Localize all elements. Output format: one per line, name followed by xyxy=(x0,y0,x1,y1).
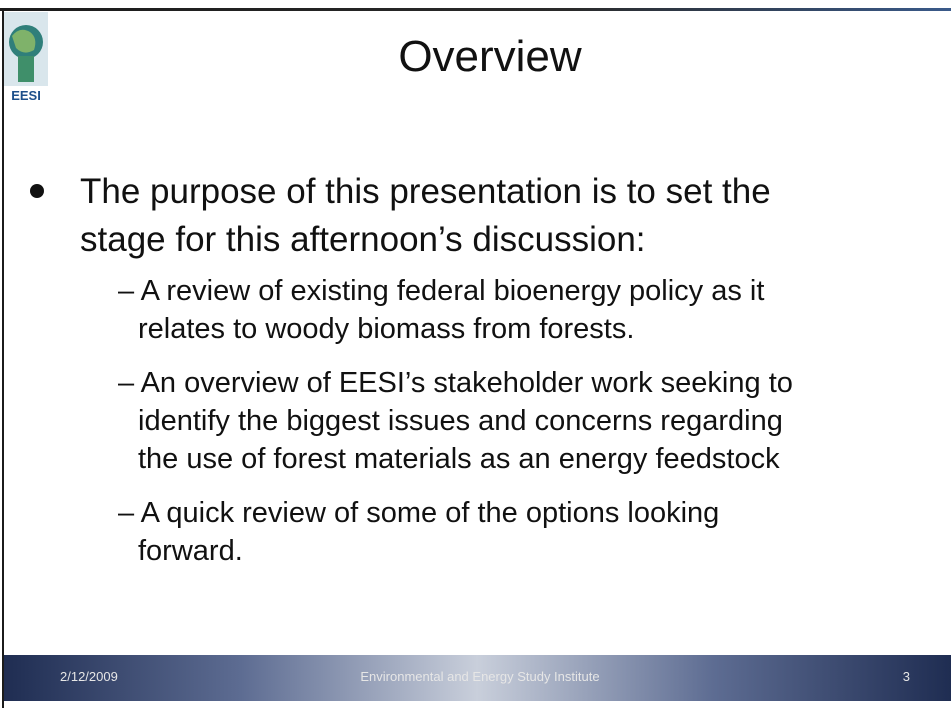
footer-date: 2/12/2009 xyxy=(60,669,118,684)
footer-page: 3 xyxy=(902,669,910,684)
sub-bullet-text: forward. xyxy=(138,535,243,567)
logo-land xyxy=(12,29,36,53)
sub-bullet-text: identify the biggest issues and concerns… xyxy=(138,405,783,437)
sub-bullet-text: – A quick review of some of the options … xyxy=(118,497,720,529)
bullet-text: The purpose of this presentation is to s… xyxy=(80,172,771,211)
logo-pillar xyxy=(18,56,34,82)
sub-bullet-text: the use of forest materials as an energy… xyxy=(138,443,780,475)
sub-bullet-text: – An overview of EESI’s stakeholder work… xyxy=(118,367,793,399)
logo-text: EESI xyxy=(11,88,41,103)
logo: EESI xyxy=(4,12,48,103)
sub-bullet-text: – A review of existing federal bioenergy… xyxy=(118,275,765,307)
bullet-dot xyxy=(30,184,44,198)
top-border xyxy=(0,8,951,11)
sub-bullet-text: relates to woody biomass from forests. xyxy=(138,313,635,345)
left-border xyxy=(2,8,4,708)
footer-bar xyxy=(4,655,951,701)
slide-title: Overview xyxy=(398,32,582,81)
footer-organization: Environmental and Energy Study Institute xyxy=(360,669,600,684)
bullet-text: stage for this afternoon’s discussion: xyxy=(80,220,646,259)
